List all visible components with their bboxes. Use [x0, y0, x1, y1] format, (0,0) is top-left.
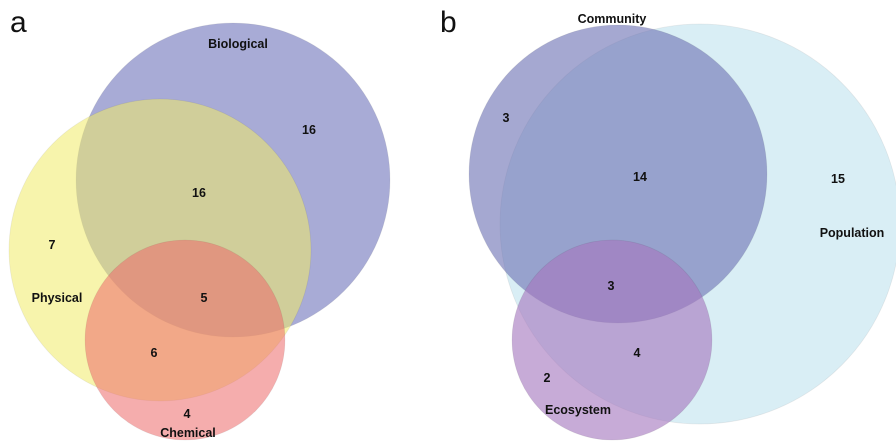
ecosystem-circle: [511, 239, 713, 441]
count-community-only: 3: [503, 111, 510, 125]
panel-b: b Community Population Ecosystem 3 14 15…: [440, 6, 896, 441]
chemical-label: Chemical: [160, 426, 216, 440]
panel-a-letter: a: [10, 6, 27, 39]
count-physical-only: 7: [49, 238, 56, 252]
ecosystem-label: Ecosystem: [545, 403, 611, 417]
count-physical-chemical: 6: [151, 346, 158, 360]
count-biological-only: 16: [302, 123, 316, 137]
count-population-ecosystem: 4: [634, 346, 641, 360]
count-all-three: 5: [201, 291, 208, 305]
chemical-circle: [84, 239, 286, 441]
count-population-only: 15: [831, 172, 845, 186]
count-biological-physical: 16: [192, 186, 206, 200]
physical-label: Physical: [32, 291, 83, 305]
count-ecosystem-only: 2: [544, 371, 551, 385]
community-label: Community: [578, 12, 647, 26]
panel-b-letter: b: [440, 6, 457, 39]
count-chemical-only: 4: [184, 407, 191, 421]
count-all-three: 3: [608, 279, 615, 293]
population-label: Population: [820, 226, 885, 240]
biological-label: Biological: [208, 37, 268, 51]
count-community-population: 14: [633, 170, 647, 184]
panel-a: a Biological Physical Chemical 16 16 7 5…: [8, 6, 391, 441]
